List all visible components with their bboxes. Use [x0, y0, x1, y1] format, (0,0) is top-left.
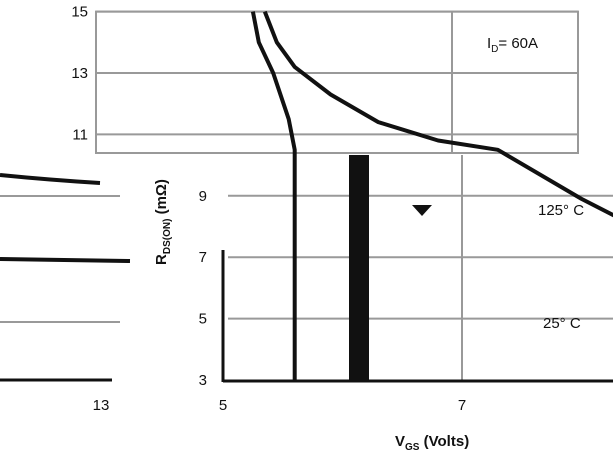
grid-lower: [221, 155, 613, 383]
y-tick-9: 9: [199, 188, 207, 205]
series-label-25: 25° C: [543, 315, 581, 332]
x-tick-5: 5: [219, 397, 227, 414]
series-curve-1: [262, 10, 613, 218]
y-axis-label: RDS(ON) (mΩ): [153, 179, 173, 265]
grid-upper: [95, 10, 579, 154]
axis-labels: 125° C 25° C ID= 60A VGS (Volts) RDS(ON) (mΩ…: [153, 35, 584, 453]
y-tick-11: 11: [72, 126, 88, 143]
fragment-left: [0, 173, 131, 382]
triangle-marker: [412, 205, 432, 216]
series-label-125: 125° C: [538, 202, 584, 219]
series-curve-2: [250, 11, 297, 380]
tick-labels: 11131535795791113: [71, 4, 466, 414]
frag-curve-2: [0, 257, 131, 263]
y-tick-13: 13: [71, 65, 88, 82]
annotation-id: ID= 60A: [487, 35, 538, 55]
vertical-band: [349, 155, 369, 380]
y-tick-3: 3: [199, 372, 207, 389]
x-axis-label: VGS (Volts): [395, 433, 469, 453]
y-tick-15: 15: [71, 4, 88, 21]
y-tick-5: 5: [199, 311, 207, 328]
curves: [250, 10, 613, 380]
upper-frame: [95, 10, 579, 154]
x-tick-left-13: 13: [93, 397, 110, 414]
y-tick-7: 7: [199, 249, 207, 266]
x-tick-7: 7: [458, 397, 466, 414]
frag-curve-1: [0, 173, 101, 185]
